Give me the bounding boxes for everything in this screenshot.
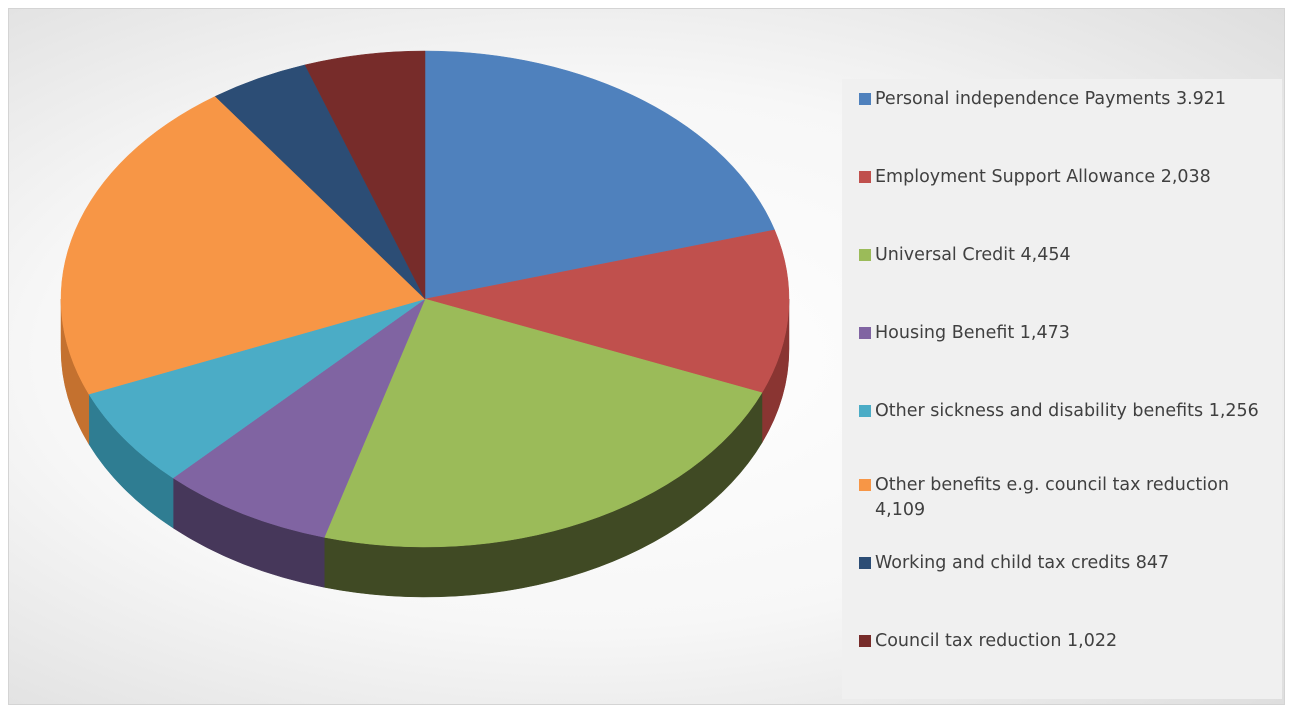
legend-item: Other sickness and disability benefits 1… <box>859 399 1279 424</box>
pie-slice-3 <box>323 298 763 548</box>
legend-swatch <box>859 635 871 647</box>
pie-slice-2 <box>424 229 790 393</box>
legend-swatch <box>859 171 871 183</box>
pie-tops <box>60 50 790 548</box>
legend-label: Council tax reduction 1,022 <box>875 631 1118 651</box>
pie-slice-5 <box>88 298 426 479</box>
pie-slice-8 <box>304 50 426 300</box>
legend-swatch <box>859 557 871 569</box>
legend-item: Council tax reduction 1,022 <box>859 629 1279 654</box>
legend-label: Working and child tax credits 847 <box>875 553 1170 573</box>
legend-item: Personal independence Payments 3.921 <box>859 87 1279 112</box>
legend-swatch <box>859 249 871 261</box>
legend-label: Housing Benefit 1,473 <box>875 323 1070 343</box>
legend-label: Universal Credit 4,454 <box>875 245 1071 265</box>
legend-swatch <box>859 479 871 491</box>
pie-slice-4 <box>172 298 426 538</box>
legend-label: Personal independence Payments 3.921 <box>875 89 1227 109</box>
legend-item: Housing Benefit 1,473 <box>859 321 1279 346</box>
pie-sides <box>60 298 790 598</box>
legend: Personal independence Payments 3.921 Empl… <box>842 79 1282 699</box>
pie-chart <box>60 50 790 598</box>
legend-label: Other benefits e.g. council tax reductio… <box>875 475 1229 520</box>
legend-item: Other benefits e.g. council tax reductio… <box>859 473 1279 523</box>
pie-slice-6 <box>60 96 426 395</box>
legend-item: Universal Credit 4,454 <box>859 243 1279 268</box>
legend-swatch <box>859 327 871 339</box>
legend-label: Other sickness and disability benefits 1… <box>875 401 1259 421</box>
legend-item: Employment Support Allowance 2,038 <box>859 165 1279 190</box>
legend-label: Employment Support Allowance 2,038 <box>875 167 1211 187</box>
legend-swatch <box>859 93 871 105</box>
legend-swatch <box>859 405 871 417</box>
chart-area: Personal independence Payments 3.921 Empl… <box>8 8 1285 705</box>
legend-item: Working and child tax credits 847 <box>859 551 1279 576</box>
pie-slice-1 <box>424 50 775 300</box>
